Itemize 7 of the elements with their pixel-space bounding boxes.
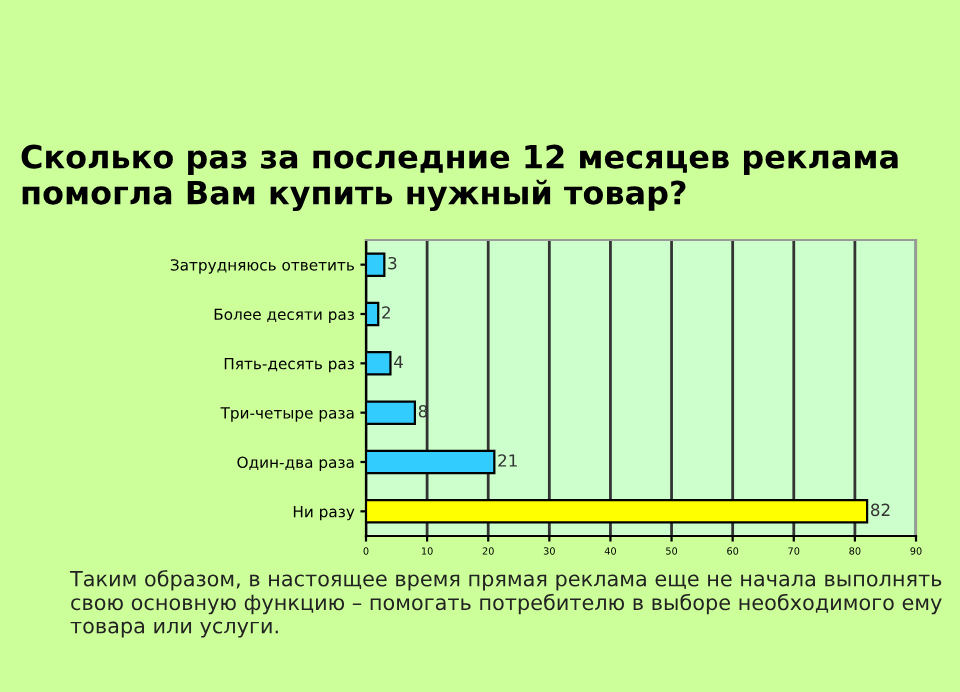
data-label: 82 (871, 503, 890, 517)
text: Таким образом, в настоящее время прямая реклама еще не начала выполнять свою основную функцию – помогать потребителю в выборе необходимого ему товара или услуги. (69, 570, 942, 638)
data-label: 2 (382, 306, 390, 319)
chart-title: Сколько раз за последние 12 месяцев реклама помогла Вам купить нужный товар? (21, 144, 898, 212)
data-label: 21 (498, 454, 517, 467)
data-label: 4 (394, 355, 403, 368)
data-label: 3 (388, 256, 397, 270)
